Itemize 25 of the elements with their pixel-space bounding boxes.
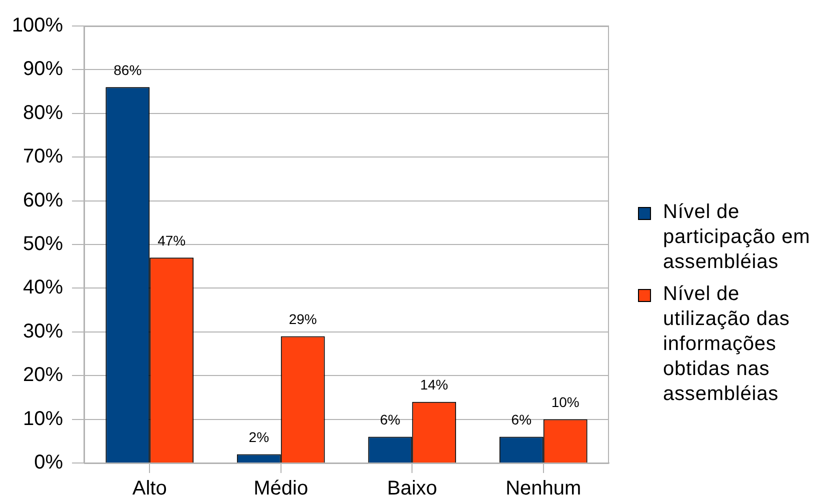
- data-label: 6%: [511, 412, 532, 428]
- data-label: 6%: [380, 412, 400, 428]
- y-tick-label: 80%: [22, 102, 64, 124]
- x-tick-label: Médio: [254, 478, 308, 500]
- x-tick-label: Alto: [132, 478, 167, 500]
- y-tick-label: 100%: [12, 14, 64, 37]
- y-tick-label: 30%: [22, 320, 64, 342]
- data-label: 86%: [114, 62, 142, 78]
- data-label: 2%: [248, 429, 270, 446]
- data-label: 14%: [420, 376, 448, 393]
- y-tick-label: 60%: [22, 189, 64, 212]
- data-label: 29%: [288, 311, 317, 328]
- legend-label: Nível de participação em assembléias: [663, 200, 812, 275]
- legend-label: Nível de utilização das informações obtidas nas assembléias: [663, 282, 791, 407]
- y-tick-label: 40%: [22, 276, 64, 299]
- x-tick-label: Nenhum: [506, 478, 582, 500]
- data-label: 47%: [158, 232, 186, 248]
- y-tick-label: 50%: [22, 233, 64, 256]
- y-tick-label: 10%: [22, 408, 64, 430]
- x-tick-label: Baixo: [387, 478, 438, 500]
- data-label: 10%: [551, 394, 580, 410]
- y-tick-label: 90%: [22, 58, 64, 80]
- y-tick-label: 70%: [22, 146, 64, 168]
- y-tick-label: 0%: [34, 452, 64, 474]
- y-tick-label: 20%: [22, 364, 64, 386]
